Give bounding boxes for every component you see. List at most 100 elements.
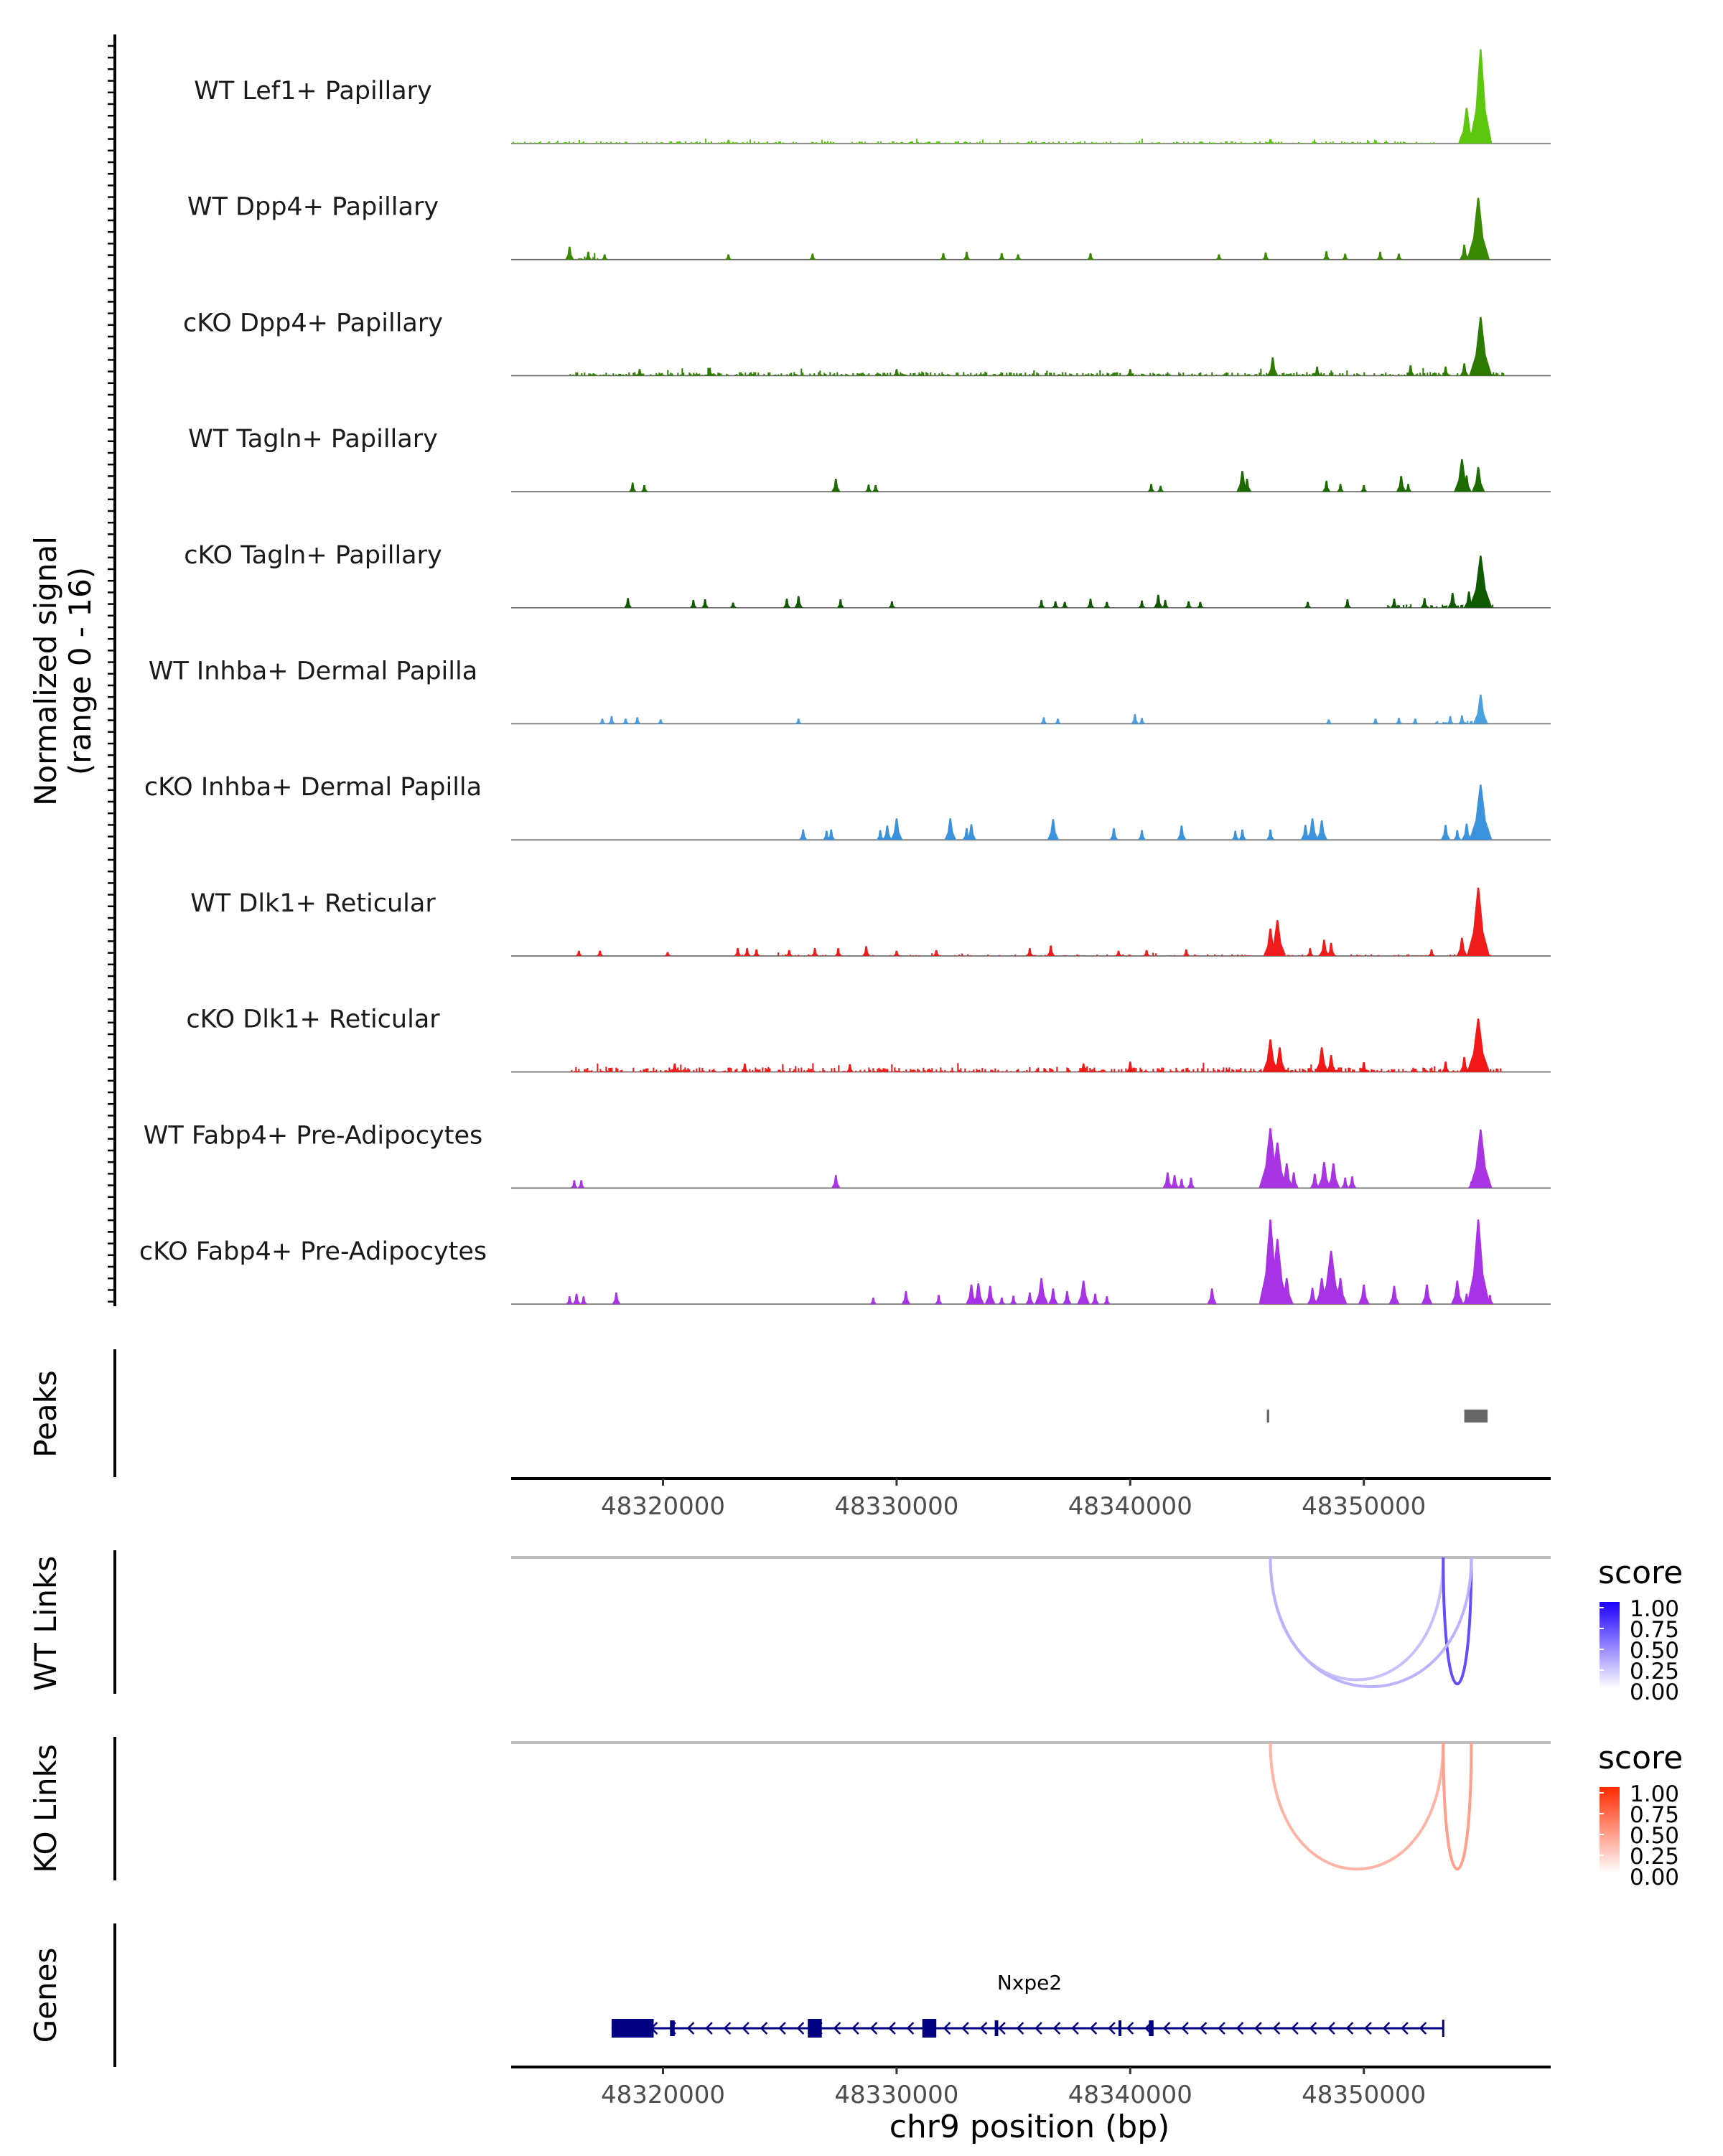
noise-bar [1018,142,1019,144]
noise-bar [1281,373,1284,376]
signal-peak [1469,556,1493,608]
noise-bar [855,1070,857,1072]
noise-bar [610,141,612,144]
signal-peak [657,719,665,724]
noise-bar [813,142,814,144]
noise-bar [990,375,992,376]
noise-bar [1404,374,1406,376]
noise-bar [1406,372,1409,376]
signal-peak [622,718,630,724]
noise-bar [991,1069,994,1072]
noise-bar [1029,142,1031,144]
noise-bar [1255,141,1256,144]
noise-bar [1353,1069,1355,1072]
noise-bar [894,1067,896,1072]
noise-bar [1014,375,1017,376]
noise-bar [1426,142,1427,144]
noise-bar [747,141,748,144]
noise-bar [1411,1069,1413,1072]
noise-bar [902,141,903,144]
noise-bar [1439,374,1442,376]
noise-bar [1232,141,1233,144]
noise-bar [879,1069,882,1072]
signal-peak [572,1293,581,1304]
signal-peak [1040,717,1047,724]
noise-bar [868,1067,870,1072]
signal-peak [998,1297,1006,1304]
legend-value: 1.00 [1630,1781,1679,1807]
noise-bar [1356,955,1358,956]
noise-bar [1435,722,1437,724]
noise-bar [976,1069,978,1072]
noise-bar [1371,954,1373,956]
noise-bar [1029,1067,1031,1072]
noise-bar [979,141,981,144]
noise-bar [1211,372,1213,376]
noise-bar [953,142,955,144]
noise-bar [856,142,857,144]
signal-peak [1453,830,1462,840]
noise-bar [1162,1067,1164,1072]
noise-bar [990,1069,992,1072]
signal-peak [1087,253,1094,260]
noise-bar [1111,374,1113,376]
noise-bar [830,141,831,144]
signal-peak [633,717,641,724]
noise-bar [779,1069,781,1072]
strand-arrow [1364,2022,1372,2035]
noise-bar [1243,143,1245,144]
noise-bar [817,143,818,144]
noise-bar [1231,1069,1233,1072]
noise-bar [1244,955,1246,956]
noise-bar [677,372,679,376]
noise-bar [572,374,574,376]
signal-peak [577,1180,585,1189]
noise-bar [711,141,712,144]
signal-peak [701,599,709,608]
noise-bar [897,1071,899,1072]
noise-bar [1405,1070,1407,1072]
noise-bar [1412,1067,1414,1072]
noise-bar [872,1068,874,1072]
noise-bar [574,1071,576,1072]
noise-bar [678,1070,681,1072]
noise-bar [1313,372,1315,376]
noise-bar [1144,374,1146,376]
noise-bar [1169,1069,1172,1072]
noise-bar [646,141,648,144]
noise-bar [1067,143,1068,144]
noise-bar [678,141,679,144]
noise-bar [620,1070,622,1072]
signal-peak [1048,1288,1058,1304]
noise-bar [940,955,942,956]
noise-bar [656,141,658,144]
track-label: cKO Fabp4+ Pre-Adipocytes [139,1237,487,1266]
strand-arrow [760,2022,768,2035]
signal-peak [1207,1288,1218,1304]
noise-bar [837,143,839,144]
noise-bar [534,142,536,144]
noise-bar [1102,373,1104,376]
noise-bar [1052,1069,1054,1072]
noise-bar [1256,374,1258,376]
noise-bar [1274,143,1275,144]
signal-peak [1138,600,1146,608]
coverage-track: WT Dpp4+ Papillary [187,193,1551,261]
noise-bar [831,1068,833,1072]
noise-bar [1309,1068,1311,1072]
noise-bar [1068,1068,1070,1072]
noise-bar [1396,955,1399,956]
noise-bar [1454,1071,1456,1072]
noise-bar [670,1069,672,1072]
noise-bar [1119,142,1120,144]
noise-bar [691,141,692,144]
noise-bar [1008,142,1009,144]
coverage-track: WT Tagln+ Papillary [188,425,1551,492]
noise-bar [726,373,728,376]
noise-bar [775,374,777,376]
noise-bar [1283,372,1285,376]
noise-bar [1118,1069,1120,1072]
noise-bar [1139,1067,1141,1072]
noise-bar [1147,1071,1149,1072]
noise-bar [681,1070,683,1072]
